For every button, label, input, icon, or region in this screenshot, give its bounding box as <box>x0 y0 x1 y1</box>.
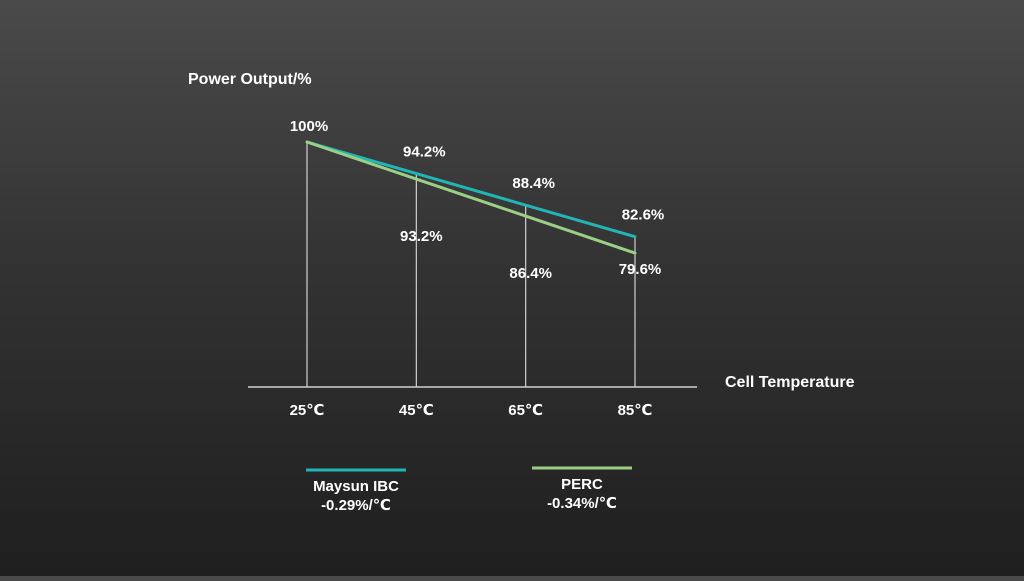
x-axis-title: Cell Temperature <box>725 374 855 391</box>
data-label-perc-1: 93.2% <box>400 228 443 245</box>
data-label-ibc-3: 82.6% <box>622 207 665 224</box>
data-label-ibc-1: 94.2% <box>403 144 446 161</box>
legend-coefficient-0: -0.29%/℃ <box>321 497 391 514</box>
legend-name-1: PERC <box>561 476 603 493</box>
series-line-0 <box>305 140 637 239</box>
x-tick-label: 25℃ <box>290 402 325 419</box>
x-tick-label: 45℃ <box>399 402 434 419</box>
data-label-perc-3: 79.6% <box>619 261 662 278</box>
x-tick-label: 65℃ <box>508 402 543 419</box>
y-axis-title: Power Output/% <box>188 71 312 88</box>
data-label-ibc-0: 100% <box>290 118 328 135</box>
data-label-ibc-2: 88.4% <box>512 175 555 192</box>
legend-name-0: Maysun IBC <box>313 478 399 495</box>
legend-coefficient-1: -0.34%/℃ <box>547 495 617 512</box>
legend: Maysun IBC -0.29%/℃ PERC -0.34%/℃ <box>306 466 632 514</box>
series-line-1 <box>305 140 637 255</box>
x-tick-label: 85℃ <box>618 402 653 419</box>
data-label-perc-2: 86.4% <box>509 265 552 282</box>
plot-area: 25℃ 45℃ 65℃ 85℃ 100% 94.2% 88.4% 82.6% 93.2% 86.4… <box>248 118 697 419</box>
